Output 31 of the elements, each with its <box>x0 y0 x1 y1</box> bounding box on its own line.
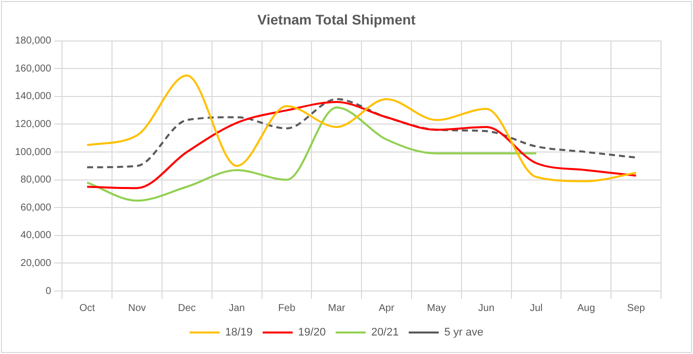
x-tick-label: May <box>426 302 446 314</box>
legend-label: 20/21 <box>371 326 399 339</box>
y-tick-label: 120,000 <box>14 118 52 130</box>
y-tick-label: 20,000 <box>20 258 52 269</box>
legend-label: 18/19 <box>225 326 253 339</box>
y-tick-label: 140,000 <box>14 91 52 102</box>
x-tick-label: Mar <box>328 302 346 314</box>
y-tick-label: 80,000 <box>20 174 52 186</box>
x-tick-label: Nov <box>128 302 146 314</box>
y-tick-label: 0 <box>46 286 52 297</box>
y-tick-label: 160,000 <box>14 63 52 74</box>
x-tick-label: Feb <box>278 302 296 314</box>
legend-label: 19/20 <box>298 326 326 339</box>
x-tick-label: Oct <box>79 302 96 314</box>
line-series <box>86 106 538 202</box>
x-tick-label: Aug <box>577 302 596 314</box>
x-tick-label: Sep <box>627 302 646 314</box>
line-series <box>86 98 638 168</box>
chart-title: Vietnam Total Shipment <box>257 11 416 28</box>
x-tick-label: Jun <box>478 302 494 314</box>
y-tick-label: 180,000 <box>14 36 52 47</box>
x-tick-label: Jul <box>530 302 543 314</box>
x-tick-label: Jan <box>228 302 245 314</box>
x-tick-label: Apr <box>378 302 395 314</box>
legend-label: 5 yr ave <box>444 326 484 339</box>
y-tick-label: 100,000 <box>14 146 52 158</box>
line-series <box>86 74 638 182</box>
y-tick-label: 60,000 <box>20 202 52 214</box>
x-tick-label: Dec <box>178 302 196 314</box>
y-tick-label: 40,000 <box>20 230 52 242</box>
line-series <box>86 100 638 190</box>
